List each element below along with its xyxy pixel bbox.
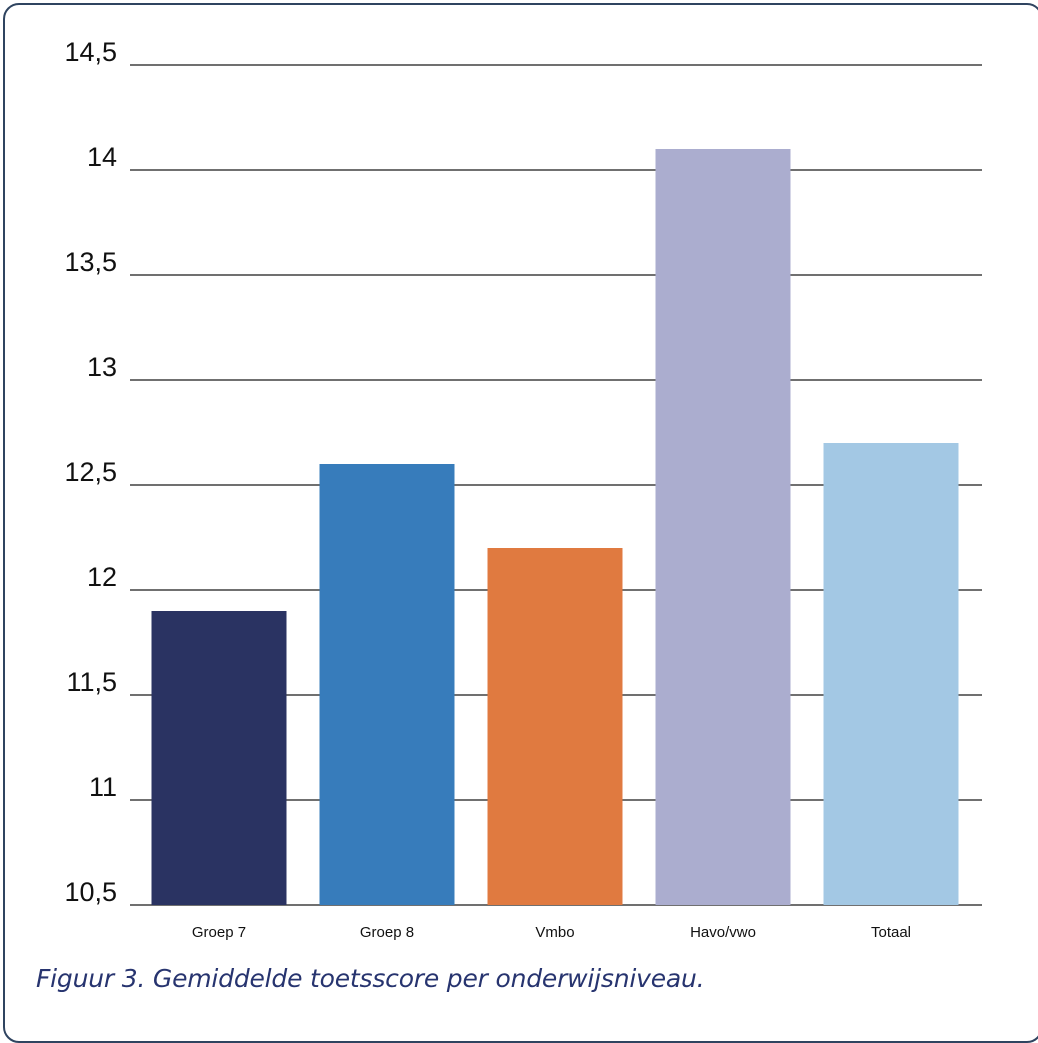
y-tick-label: 10,5 [64, 877, 117, 907]
y-tick-label: 13,5 [64, 247, 117, 277]
y-tick-label: 11 [89, 772, 117, 802]
bar [151, 611, 287, 905]
bar [823, 443, 959, 905]
y-axis-tick-labels: 10,5 11 11,5 12 12,5 13 13,5 14 14,5 [64, 37, 117, 907]
x-tick-label: Totaal [871, 924, 911, 941]
y-tick-label: 12,5 [64, 457, 117, 487]
y-tick-label: 11,5 [66, 667, 117, 697]
x-tick-label: Havo/vwo [690, 924, 756, 941]
bars [151, 149, 959, 905]
y-tick-label: 13 [87, 352, 117, 382]
bar [319, 464, 455, 905]
x-tick-label: Groep 8 [360, 924, 414, 941]
bar [487, 548, 623, 905]
figure-caption: Figuur 3. Gemiddelde toetsscore per onde… [36, 964, 705, 993]
y-tick-label: 12 [87, 562, 117, 592]
y-tick-label: 14,5 [64, 37, 117, 67]
bar [655, 149, 791, 905]
x-axis-tick-labels: Groep 7 Groep 8 Vmbo Havo/vwo Totaal [192, 924, 911, 941]
x-tick-label: Vmbo [535, 924, 574, 941]
x-tick-label: Groep 7 [192, 924, 246, 941]
y-tick-label: 14 [87, 142, 117, 172]
